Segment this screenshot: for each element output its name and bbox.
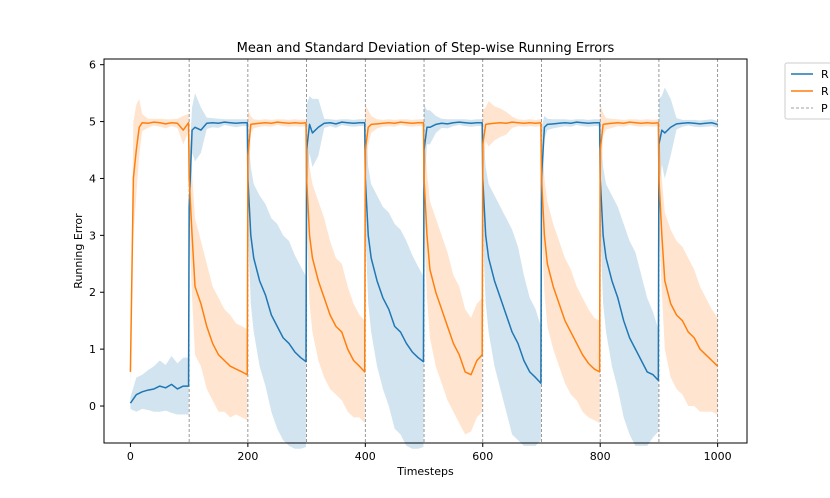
legend: R R P [784, 62, 830, 120]
y-axis-label: Running Error [72, 213, 85, 289]
x-tick-label: 800 [590, 450, 611, 463]
chart-title: Mean and Standard Deviation of Step-wise… [237, 41, 615, 56]
y-tick-label: 3 [89, 229, 96, 242]
legend-entry-1: R [821, 68, 829, 81]
mean-line-2 [129, 121, 719, 376]
x-tick-label: 0 [127, 450, 134, 463]
y-axis-ticks: 0 1 2 3 4 5 6 [89, 59, 104, 413]
mean-lines [129, 121, 719, 404]
plot-frame [103, 58, 748, 444]
y-tick-label: 6 [89, 59, 96, 72]
std-band-1 [130, 87, 718, 449]
x-tick-label: 400 [355, 450, 376, 463]
y-tick-label: 1 [89, 343, 96, 356]
x-tick-label: 200 [237, 450, 258, 463]
legend-entry-2: R [821, 85, 829, 98]
y-tick-label: 5 [89, 116, 96, 129]
std-bands [130, 87, 718, 449]
y-tick-label: 2 [89, 286, 96, 299]
std-band-2 [130, 98, 718, 435]
x-axis-ticks: 0 200 400 600 800 1000 [127, 443, 732, 463]
x-axis-label: Timesteps [396, 465, 454, 478]
x-tick-label: 1000 [704, 450, 732, 463]
legend-entry-3: P [821, 102, 828, 115]
y-tick-label: 4 [89, 172, 96, 185]
x-tick-label: 600 [472, 450, 493, 463]
y-tick-label: 0 [89, 400, 96, 413]
